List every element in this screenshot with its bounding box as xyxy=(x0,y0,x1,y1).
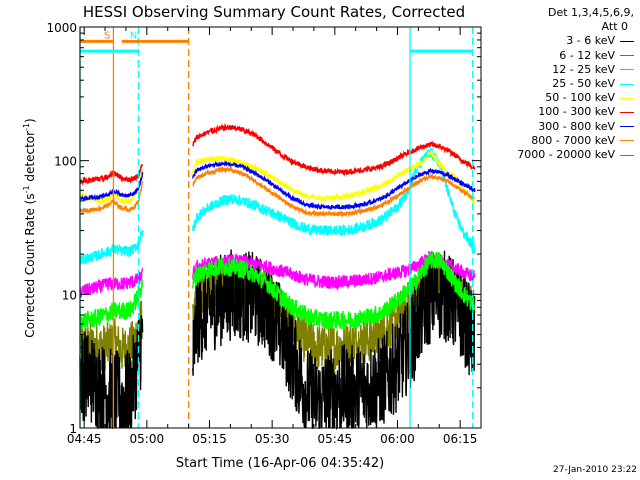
x-tick-label: 05:45 xyxy=(318,432,353,446)
legend-swatch xyxy=(620,97,634,99)
legend-swatch xyxy=(620,154,634,156)
y-tick-label: 1 xyxy=(69,422,77,436)
x-tick-label: 06:15 xyxy=(443,432,478,446)
y-axis: 1 10 100 1000 xyxy=(46,21,481,436)
legend-swatch xyxy=(620,112,634,114)
series-line xyxy=(192,122,476,177)
legend-item: 12 - 25 keV xyxy=(487,63,634,77)
series-line xyxy=(79,229,144,265)
legend-item: 25 - 50 keV xyxy=(487,77,634,91)
legend-label: 12 - 25 keV xyxy=(552,62,615,76)
flag-label: S xyxy=(104,30,110,41)
legend-swatch xyxy=(620,69,634,71)
series-line xyxy=(79,300,144,373)
legend-label: 50 - 100 keV xyxy=(545,91,615,105)
series-line xyxy=(79,279,143,331)
timestamp: 27-Jan-2010 23:22 xyxy=(553,465,638,475)
legend-item: 300 - 800 keV xyxy=(487,120,634,134)
y-tick-label: 1000 xyxy=(46,21,77,35)
legend-label: 6 - 12 keV xyxy=(559,48,615,62)
series-line xyxy=(192,149,476,205)
y-tick-label: 100 xyxy=(54,155,77,169)
legend-label: 3 - 6 keV xyxy=(566,34,615,48)
y-axis-label: Corrected Count Rate (s-1 detector-1) xyxy=(22,118,37,337)
series-line xyxy=(192,165,475,219)
series-line xyxy=(79,315,144,430)
x-tick-label: 05:00 xyxy=(130,432,165,446)
legend-swatch xyxy=(620,83,634,85)
x-tick-label: 05:30 xyxy=(255,432,290,446)
legend-rows: 3 - 6 keV 6 - 12 keV 12 - 25 keV 25 - 50 ke… xyxy=(487,34,634,162)
x-axis-label: Start Time (16-Apr-06 04:35:42) xyxy=(176,456,384,471)
series-line xyxy=(79,267,144,298)
series-line xyxy=(79,179,144,216)
legend-swatch xyxy=(620,140,634,142)
legend-label: 100 - 300 keV xyxy=(538,105,615,119)
x-axis: 04:45 05:00 05:15 05:30 05:45 06:00 06:15 xyxy=(67,27,482,446)
legend-item: 50 - 100 keV xyxy=(487,91,634,105)
series-line xyxy=(79,171,144,202)
x-tick-label: 05:15 xyxy=(192,432,227,446)
y-axis-label-sup1: -1 xyxy=(22,185,31,193)
legend-item: 100 - 300 keV xyxy=(487,105,634,119)
legend-label: 800 - 7000 keV xyxy=(531,133,615,147)
series-line xyxy=(192,251,476,332)
legend-header-line2: Att 0 xyxy=(601,20,628,34)
y-axis-label-sup2: -1 xyxy=(22,123,31,131)
chart-title: HESSI Observing Summary Count Rates, Cor… xyxy=(83,3,465,21)
legend-swatch xyxy=(620,55,634,57)
data-layer xyxy=(79,122,476,431)
x-tick-label: 04:45 xyxy=(67,432,102,446)
series-line xyxy=(192,249,476,431)
legend-header-line1: Det 1,3,4,5,6,9, xyxy=(547,6,634,19)
y-tick-label: 10 xyxy=(62,288,77,302)
series-line xyxy=(79,164,144,186)
series-line xyxy=(192,160,476,211)
y-axis-label-mid: detector xyxy=(23,131,37,186)
y-axis-label-end: ) xyxy=(23,118,37,123)
legend-item: 800 - 7000 keV xyxy=(487,134,634,148)
legend-item: 6 - 12 keV xyxy=(487,49,634,63)
legend-item: 3 - 6 keV xyxy=(487,34,634,48)
plot-frame xyxy=(79,26,482,429)
y-axis-label-main: Corrected Count Rate (s xyxy=(23,193,37,337)
flag-label: N xyxy=(130,30,137,41)
x-tick-label: 06:00 xyxy=(380,432,415,446)
legend-item: 7000 - 20000 keV xyxy=(487,148,634,162)
legend-label: 300 - 800 keV xyxy=(538,119,615,133)
legend-swatch xyxy=(620,126,634,128)
legend: Det 1,3,4,5,6,9, Att 0 3 - 6 keV 6 - 12 k… xyxy=(487,6,634,162)
legend-swatch xyxy=(620,41,634,42)
legend-label: 25 - 50 keV xyxy=(552,77,615,91)
legend-label: 7000 - 20000 keV xyxy=(517,148,615,162)
